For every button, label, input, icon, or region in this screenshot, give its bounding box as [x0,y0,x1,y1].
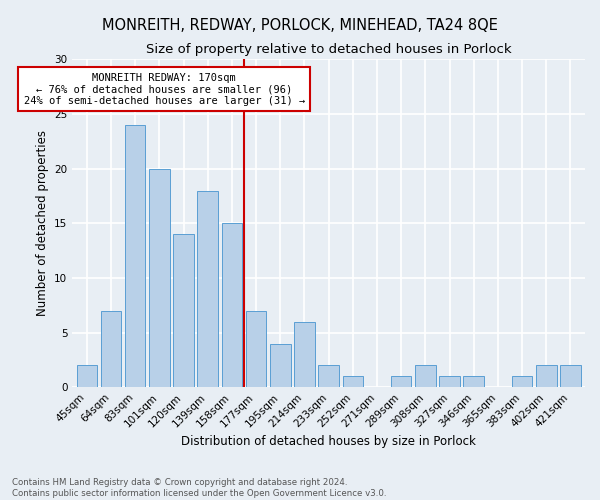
Bar [536,366,557,387]
Bar [415,366,436,387]
Bar [560,366,581,387]
Bar [512,376,532,387]
Bar [77,366,97,387]
Bar [294,322,315,387]
Bar [319,366,339,387]
Y-axis label: Number of detached properties: Number of detached properties [35,130,49,316]
Bar [125,125,145,387]
Bar [439,376,460,387]
Bar [221,224,242,387]
X-axis label: Distribution of detached houses by size in Porlock: Distribution of detached houses by size … [181,434,476,448]
Bar [270,344,290,387]
Bar [173,234,194,387]
Bar [463,376,484,387]
Bar [391,376,412,387]
Text: MONREITH REDWAY: 170sqm
← 76% of detached houses are smaller (96)
24% of semi-de: MONREITH REDWAY: 170sqm ← 76% of detache… [23,72,305,106]
Text: MONREITH, REDWAY, PORLOCK, MINEHEAD, TA24 8QE: MONREITH, REDWAY, PORLOCK, MINEHEAD, TA2… [102,18,498,32]
Bar [149,168,170,387]
Text: Contains HM Land Registry data © Crown copyright and database right 2024.
Contai: Contains HM Land Registry data © Crown c… [12,478,386,498]
Bar [246,310,266,387]
Bar [197,190,218,387]
Bar [343,376,363,387]
Title: Size of property relative to detached houses in Porlock: Size of property relative to detached ho… [146,42,511,56]
Bar [101,310,121,387]
